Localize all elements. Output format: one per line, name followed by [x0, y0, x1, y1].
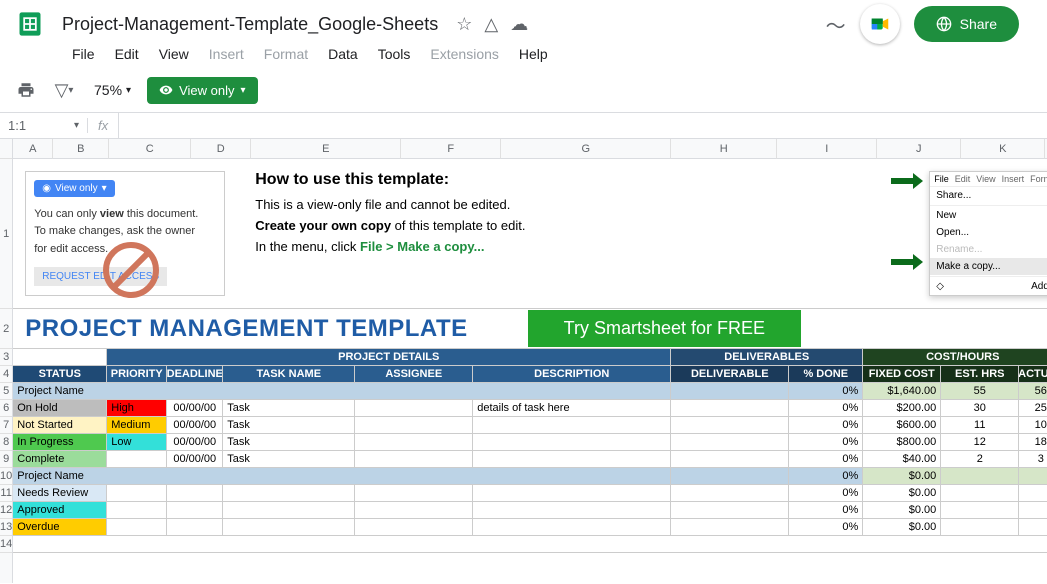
table-row[interactable]: Complete00/00/00Task0%$40.0023 [13, 451, 1047, 468]
column-header[interactable]: J [877, 139, 961, 159]
menu-format: Format [256, 42, 316, 66]
title-row: PROJECT MANAGEMENT TEMPLATE Try Smartshe… [13, 309, 1047, 349]
column-header[interactable]: I [777, 139, 877, 159]
column-header[interactable]: H [671, 139, 777, 159]
history-icon[interactable]: 〜 [826, 10, 846, 39]
cloud-icon[interactable]: ☁ [510, 14, 528, 35]
column-header[interactable]: C [109, 139, 191, 159]
table-row[interactable]: Overdue0%$0.00 [13, 519, 1047, 536]
try-smartsheet-button[interactable]: Try Smartsheet for FREE [528, 310, 801, 347]
menu-file[interactable]: File [64, 42, 103, 66]
select-all-corner[interactable] [0, 139, 12, 159]
mini-file-menu: FileEditViewInsertFormatDataToo Share...… [929, 171, 1047, 296]
row-header[interactable]: 4 [0, 366, 12, 383]
column-header-row: ABCDEFGHIJKL [13, 139, 1047, 159]
row-header[interactable]: 1 [0, 159, 12, 309]
row-header[interactable]: 9 [0, 451, 12, 468]
template-title: PROJECT MANAGEMENT TEMPLATE [25, 315, 467, 343]
row-header[interactable]: 5 [0, 383, 12, 400]
project-table: PROJECT DETAILSDELIVERABLESCOST/HOURS ST… [13, 349, 1047, 553]
menu-bar: File Edit View Insert Format Data Tools … [0, 40, 1047, 72]
filter-icon[interactable]: ▽▾ [50, 76, 78, 104]
title-bar: Project-Management-Template_Google-Sheet… [0, 0, 1047, 40]
name-box[interactable]: 1:1▾ [0, 118, 88, 133]
table-row[interactable]: On HoldHigh00/00/00Taskdetails of task h… [13, 400, 1047, 417]
zoom-dropdown[interactable]: 75% ▾ [88, 82, 137, 98]
document-title[interactable]: Project-Management-Template_Google-Sheet… [56, 12, 444, 37]
table-row[interactable]: Approved0%$0.00 [13, 502, 1047, 519]
instructions-row: ◉ View only ▾ You can only view this doc… [13, 159, 1047, 309]
menu-view[interactable]: View [151, 42, 197, 66]
menu-insert: Insert [201, 42, 252, 66]
table-row[interactable]: Project Name0%$1,640.005556 [13, 383, 1047, 400]
column-header[interactable]: G [501, 139, 671, 159]
column-header[interactable]: E [251, 139, 401, 159]
menu-help[interactable]: Help [511, 42, 556, 66]
column-header[interactable]: K [961, 139, 1045, 159]
table-row[interactable]: In ProgressLow00/00/00Task0%$800.001218 [13, 434, 1047, 451]
prohibited-icon [101, 240, 161, 300]
name-box-bar: 1:1▾ fx [0, 113, 1047, 139]
eye-icon: ◉ View only ▾ [34, 180, 114, 197]
table-row[interactable] [13, 536, 1047, 553]
print-icon[interactable] [12, 76, 40, 104]
row-header[interactable]: 12 [0, 502, 12, 519]
star-icon[interactable]: ☆ [456, 14, 472, 35]
column-header[interactable]: D [191, 139, 251, 159]
row-header[interactable]: 13 [0, 519, 12, 536]
arrow-icon [891, 173, 923, 189]
instructions-text: How to use this template: This is a view… [255, 171, 891, 296]
row-header[interactable]: 6 [0, 400, 12, 417]
view-only-pill[interactable]: View only ▾ [147, 77, 257, 104]
row-header[interactable]: 14 [0, 536, 12, 553]
row-header[interactable]: 10 [0, 468, 12, 485]
sheets-logo-icon[interactable] [12, 6, 48, 42]
share-button[interactable]: Share [914, 6, 1019, 42]
arrow-icon [891, 254, 923, 270]
formula-fx-label: fx [88, 118, 118, 133]
toolbar: ▽▾ 75% ▾ View only ▾ [0, 72, 1047, 113]
column-header[interactable]: A [13, 139, 53, 159]
menu-tools[interactable]: Tools [370, 42, 419, 66]
sheet-grid: 1 2 3 4 5 6 7 8 9 10 11 12 13 14 ABCDEFG… [0, 139, 1047, 583]
menu-extensions: Extensions [422, 42, 506, 66]
table-row[interactable]: Needs Review0%$0.00 [13, 485, 1047, 502]
row-header[interactable]: 3 [0, 349, 12, 366]
meet-button[interactable] [860, 4, 900, 44]
row-header[interactable]: 2 [0, 309, 12, 349]
table-row[interactable]: Not StartedMedium00/00/00Task0%$600.0011… [13, 417, 1047, 434]
viewonly-card: ◉ View only ▾ You can only view this doc… [25, 171, 225, 296]
row-header[interactable]: 11 [0, 485, 12, 502]
column-header[interactable]: F [401, 139, 501, 159]
row-header[interactable]: 8 [0, 434, 12, 451]
row-header[interactable]: 7 [0, 417, 12, 434]
column-header[interactable]: B [53, 139, 109, 159]
menu-edit[interactable]: Edit [107, 42, 147, 66]
row-header-column: 1 2 3 4 5 6 7 8 9 10 11 12 13 14 [0, 139, 13, 583]
table-row[interactable]: Project Name0%$0.00 [13, 468, 1047, 485]
move-icon[interactable]: △ [484, 14, 498, 35]
menu-data[interactable]: Data [320, 42, 366, 66]
